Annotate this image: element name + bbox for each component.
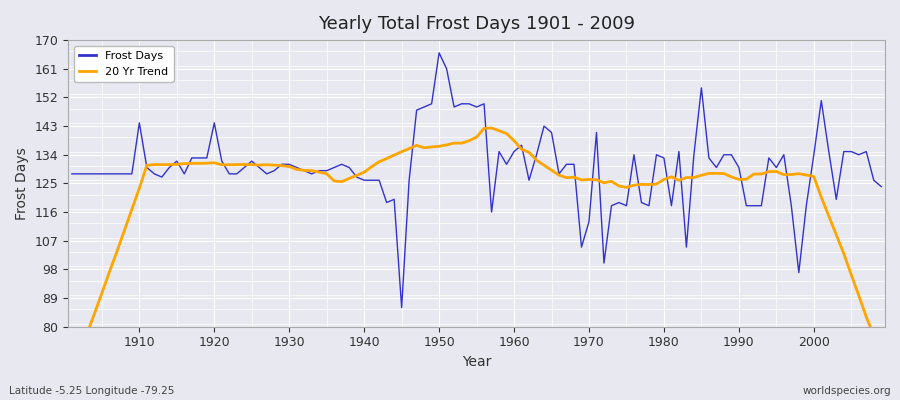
Legend: Frost Days, 20 Yr Trend: Frost Days, 20 Yr Trend: [74, 46, 174, 82]
X-axis label: Year: Year: [462, 355, 491, 369]
Text: worldspecies.org: worldspecies.org: [803, 386, 891, 396]
Title: Yearly Total Frost Days 1901 - 2009: Yearly Total Frost Days 1901 - 2009: [318, 15, 635, 33]
Y-axis label: Frost Days: Frost Days: [15, 147, 29, 220]
Text: Latitude -5.25 Longitude -79.25: Latitude -5.25 Longitude -79.25: [9, 386, 175, 396]
